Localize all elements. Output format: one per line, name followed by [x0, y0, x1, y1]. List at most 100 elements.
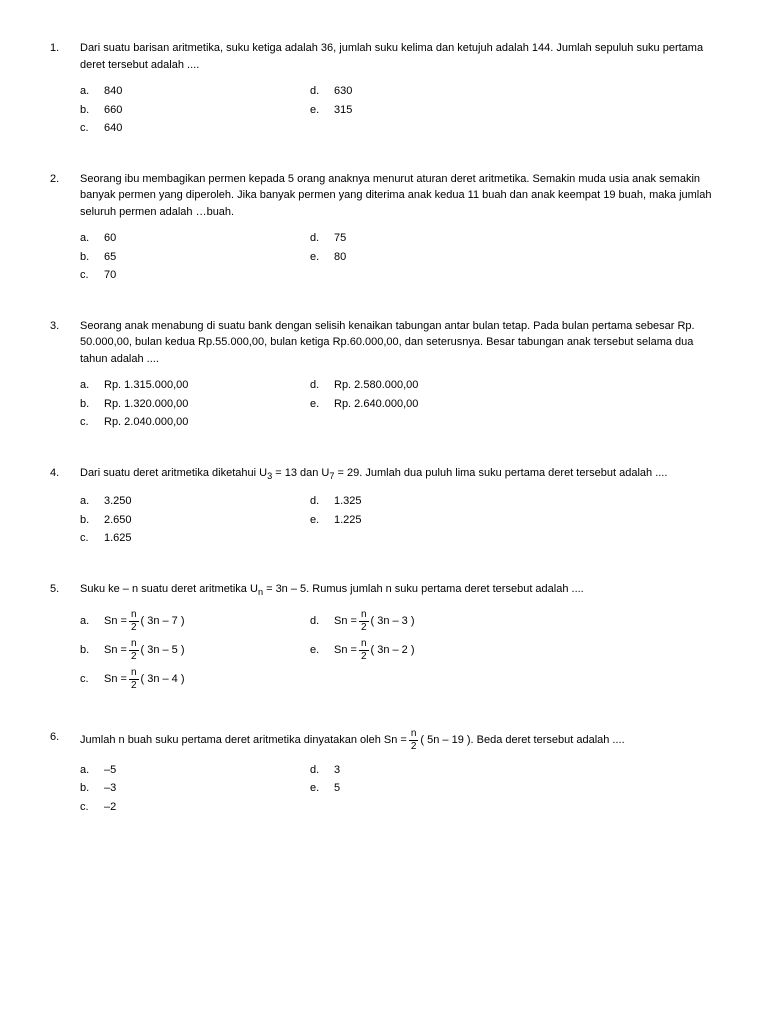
- option: c.640: [80, 120, 310, 137]
- option: e.1.225: [310, 512, 362, 529]
- question-text: Jumlah n buah suku pertama deret aritmet…: [80, 729, 718, 752]
- option-value: 3: [334, 762, 340, 779]
- option-value: 70: [104, 267, 116, 284]
- option-label: d.: [310, 762, 334, 779]
- question-number: 3.: [50, 318, 80, 433]
- option-column-right: d.630 e.315: [310, 83, 352, 139]
- option: a.840: [80, 83, 310, 100]
- option: e.Sn = n2 ( 3n – 2 ): [310, 639, 415, 662]
- option-column-left: a.840b.660c.640: [80, 83, 310, 139]
- option-label: c.: [80, 267, 104, 284]
- option-value: Sn = n2 ( 3n – 5 ): [104, 639, 185, 662]
- option: c.Rp. 2.040.000,00: [80, 414, 310, 431]
- question: 3.Seorang anak menabung di suatu bank de…: [50, 318, 718, 433]
- option-column-left: a.–5b.–3 c.–2: [80, 762, 310, 818]
- options: a.3.250 b.2.650c.1.625 d.1.325 e.1.225: [80, 493, 718, 549]
- option-value: 640: [104, 120, 122, 137]
- option-label: c.: [80, 671, 104, 688]
- options: a.60 b.65c.70 d.75 e.80: [80, 230, 718, 286]
- option-column-left: a.60 b.65c.70: [80, 230, 310, 286]
- option-column-right: d.Rp. 2.580.000,00 e.Rp. 2.640.000,00: [310, 377, 418, 433]
- option-label: a.: [80, 377, 104, 394]
- option-label: a.: [80, 230, 104, 247]
- option-value: 660: [104, 102, 122, 119]
- question: 4.Dari suatu deret aritmetika diketahui …: [50, 465, 718, 549]
- option-column-right: d.75 e.80: [310, 230, 346, 286]
- options: a.Rp. 1.315.000,00b.Rp. 1.320.000,00c.Rp…: [80, 377, 718, 433]
- option-value: 65: [104, 249, 116, 266]
- option-label: e.: [310, 512, 334, 529]
- option: d.1.325: [310, 493, 362, 510]
- option: e.5: [310, 780, 340, 797]
- option-column-right: d.Sn = n2 ( 3n – 3 ) e.Sn = n2 ( 3n – 2 ): [310, 610, 415, 697]
- option-column-right: d.3e.5: [310, 762, 340, 818]
- option: a.60: [80, 230, 310, 247]
- option: e.Rp. 2.640.000,00: [310, 396, 418, 413]
- question-text: Suku ke – n suatu deret aritmetika Un = …: [80, 581, 718, 600]
- option-label: d.: [310, 613, 334, 630]
- question-text: Seorang ibu membagikan permen kepada 5 o…: [80, 171, 718, 221]
- option-label: a.: [80, 613, 104, 630]
- option: c.1.625: [80, 530, 310, 547]
- option-value: 315: [334, 102, 352, 119]
- options: a.–5b.–3c.–2d.3e.5: [80, 762, 718, 818]
- option-value: 80: [334, 249, 346, 266]
- option-label: e.: [310, 102, 334, 119]
- question: 2.Seorang ibu membagikan permen kepada 5…: [50, 171, 718, 286]
- option-value: Rp. 2.580.000,00: [334, 377, 418, 394]
- option-value: –3: [104, 780, 116, 797]
- question-text: Seorang anak menabung di suatu bank deng…: [80, 318, 718, 368]
- option: b.65: [80, 249, 310, 266]
- option-label: d.: [310, 377, 334, 394]
- option: d.630: [310, 83, 352, 100]
- option: c.Sn = n2 ( 3n – 4 ): [80, 668, 310, 691]
- option-value: 840: [104, 83, 122, 100]
- option: b.Rp. 1.320.000,00: [80, 396, 310, 413]
- option: d.Rp. 2.580.000,00: [310, 377, 418, 394]
- option: a.–5: [80, 762, 310, 779]
- question-body: Dari suatu barisan aritmetika, suku keti…: [80, 40, 718, 139]
- option-value: 1.225: [334, 512, 362, 529]
- option-label: b.: [80, 396, 104, 413]
- option-label: e.: [310, 780, 334, 797]
- option-value: Rp. 2.040.000,00: [104, 414, 188, 431]
- option-column-left: a.Rp. 1.315.000,00 b.Rp. 1.320.000,00c.Rp…: [80, 377, 310, 433]
- question-body: Seorang ibu membagikan permen kepada 5 o…: [80, 171, 718, 286]
- option-column-right: d.1.325 e.1.225: [310, 493, 362, 549]
- question-body: Jumlah n buah suku pertama deret aritmet…: [80, 729, 718, 818]
- option: a.3.250: [80, 493, 310, 510]
- question: 5.Suku ke – n suatu deret aritmetika Un …: [50, 581, 718, 697]
- option-value: Rp. 1.315.000,00: [104, 377, 188, 394]
- option-label: b.: [80, 642, 104, 659]
- option-value: –5: [104, 762, 116, 779]
- question: 1.Dari suatu barisan aritmetika, suku ke…: [50, 40, 718, 139]
- option-label: a.: [80, 493, 104, 510]
- option: d.3: [310, 762, 340, 779]
- option: c.–2: [80, 799, 310, 816]
- question-text: Dari suatu deret aritmetika diketahui U3…: [80, 465, 718, 484]
- options: a.Sn = n2 ( 3n – 7 )b.Sn = n2 ( 3n – 5 )…: [80, 610, 718, 697]
- option-value: 2.650: [104, 512, 132, 529]
- question: 6.Jumlah n buah suku pertama deret aritm…: [50, 729, 718, 818]
- option-label: c.: [80, 530, 104, 547]
- option-label: c.: [80, 414, 104, 431]
- option: b.2.650: [80, 512, 310, 529]
- option-label: a.: [80, 83, 104, 100]
- question-text: Dari suatu barisan aritmetika, suku keti…: [80, 40, 718, 73]
- question-number: 4.: [50, 465, 80, 549]
- option-value: Sn = n2 ( 3n – 4 ): [104, 668, 185, 691]
- option-value: Sn = n2 ( 3n – 3 ): [334, 610, 415, 633]
- question-number: 1.: [50, 40, 80, 139]
- option-label: b.: [80, 780, 104, 797]
- question-number: 2.: [50, 171, 80, 286]
- option-label: d.: [310, 83, 334, 100]
- option-value: 1.625: [104, 530, 132, 547]
- option-value: Rp. 2.640.000,00: [334, 396, 418, 413]
- option-label: b.: [80, 102, 104, 119]
- option: d.75: [310, 230, 346, 247]
- option-value: 75: [334, 230, 346, 247]
- option: b.Sn = n2 ( 3n – 5 ): [80, 639, 310, 662]
- option-label: e.: [310, 249, 334, 266]
- option-value: 3.250: [104, 493, 132, 510]
- question-body: Dari suatu deret aritmetika diketahui U3…: [80, 465, 718, 549]
